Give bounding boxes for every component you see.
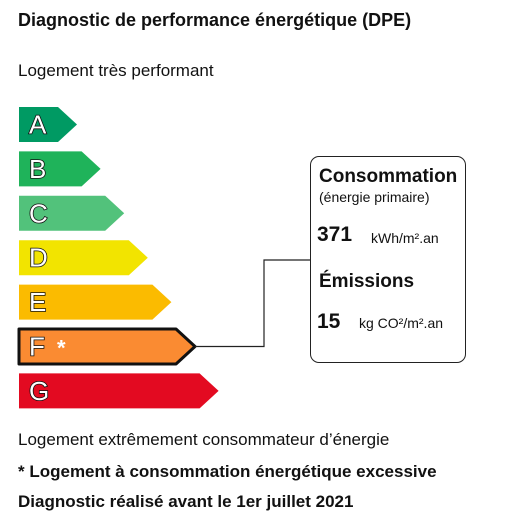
performance-box: Consommation (énergie primaire) 371 kWh/…: [310, 156, 466, 363]
emissions-label: Émissions: [319, 271, 415, 292]
energy-class-e-letter: E: [29, 287, 46, 317]
energy-class-b-arrow: [19, 151, 101, 187]
energy-class-f-arrow: [17, 327, 197, 366]
top-label: Logement très performant: [18, 61, 214, 80]
diagnostic-note: Diagnostic réalisé avant le 1er juillet …: [18, 492, 354, 511]
energy-class-d-letter: D: [29, 243, 48, 273]
energy-class-d-arrow: [19, 240, 148, 276]
footnote: * Logement à consommation énergétique ex…: [18, 462, 437, 481]
emissions-unit: kg CO²/m².an: [359, 315, 444, 331]
excessive-consumption-marker: *: [57, 336, 66, 361]
page-title: Diagnostic de performance énergétique (D…: [18, 10, 412, 30]
energy-class-a-arrow: [19, 107, 77, 142]
energy-class-f-letter: F: [29, 332, 45, 362]
energy-class-g-letter: G: [29, 376, 49, 406]
bottom-label: Logement extrêmement consommateur d’éner…: [18, 430, 390, 449]
consumption-unit: kWh/m².an: [371, 230, 439, 246]
energy-class-g-arrow: [19, 373, 219, 409]
current-class-connector: [195, 259, 310, 348]
energy-class-a-letter: A: [29, 110, 47, 140]
consumption-value: 371: [317, 223, 353, 246]
energy-class-c-letter: C: [29, 198, 48, 228]
energy-class-c-arrow: [19, 195, 125, 231]
energy-class-e-arrow: [19, 284, 172, 320]
energy-class-b-letter: B: [29, 154, 46, 184]
consumption-label: Consommation: [319, 166, 458, 187]
emissions-value: 15: [317, 310, 341, 333]
consumption-sub-label: (énergie primaire): [319, 189, 430, 205]
